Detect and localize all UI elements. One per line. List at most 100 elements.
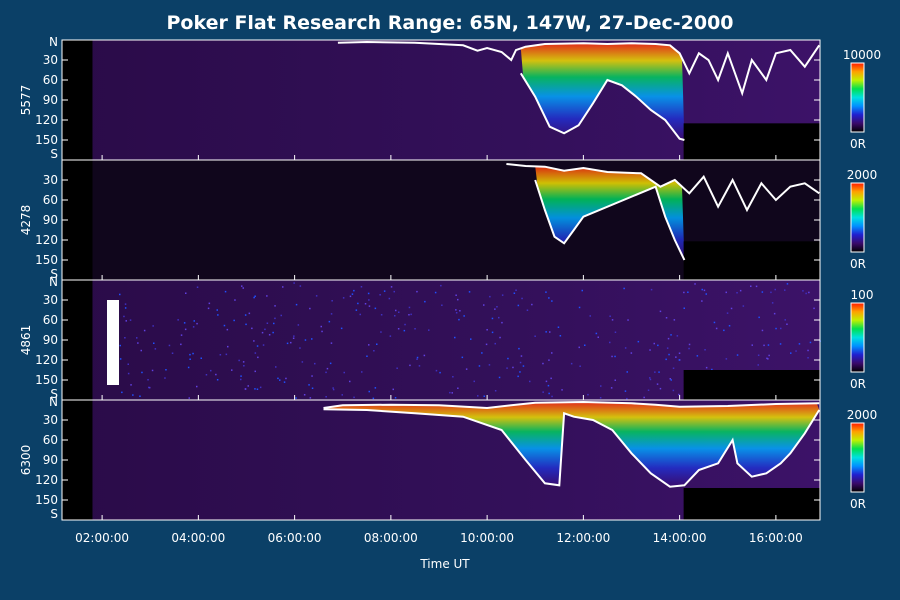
noise-pixel [424,301,426,303]
noise-pixel [128,364,130,366]
noise-pixel [498,317,500,319]
noise-pixel [670,334,672,336]
noise-pixel [295,397,297,399]
y-tick-label: 90 [43,333,58,347]
noise-pixel [333,389,335,391]
noise-pixel [155,348,157,350]
noise-pixel [180,344,182,346]
noise-pixel [726,358,728,360]
noise-pixel [298,324,300,326]
noise-pixel [615,332,617,334]
noise-pixel [623,288,625,290]
noise-pixel [545,291,547,293]
noise-pixel [273,323,275,325]
noise-pixel [361,371,363,373]
noise-pixel [365,303,367,305]
noise-pixel [651,289,653,291]
noise-pixel [679,359,681,361]
noise-pixel [393,389,395,391]
noise-pixel [456,312,458,314]
noise-pixel [389,298,391,300]
noise-pixel [612,319,614,321]
noise-pixel [808,292,810,294]
y-tick-label: N [49,35,58,49]
panel-4278: 306090120150S427820000R [19,160,877,281]
noise-pixel [534,336,536,338]
noise-pixel [132,394,134,396]
noise-pixel [311,338,313,340]
noise-pixel [648,390,650,392]
noise-pixel [501,322,503,324]
noise-pixel [189,359,191,361]
noise-pixel [234,299,236,301]
noise-pixel [743,305,745,307]
noise-pixel [428,329,430,331]
noise-pixel [233,320,235,322]
noise-pixel [302,361,304,363]
noise-pixel [254,296,256,298]
colorbar-max-label: 2000 [847,408,878,422]
y-tick-label: 120 [35,113,58,127]
noise-pixel [736,292,738,294]
noise-pixel [177,319,179,321]
noise-pixel [217,309,219,311]
noise-pixel [768,355,770,357]
noise-pixel [520,362,522,364]
noise-pixel [660,388,662,390]
noise-pixel [130,319,132,321]
colorbar-min-label: 0R [850,377,866,391]
noise-pixel [684,308,686,310]
noise-pixel [457,388,459,390]
noise-pixel [499,337,501,339]
noise-pixel [281,315,283,317]
noise-pixel [220,354,222,356]
noise-pixel [582,290,584,292]
noise-pixel [495,343,497,345]
noise-pixel [714,322,716,324]
noise-pixel [545,331,547,333]
noise-pixel [514,293,516,295]
noise-pixel [130,384,132,386]
noise-pixel [361,286,363,288]
y-tick-label: 90 [43,93,58,107]
noise-pixel [331,300,333,302]
colorbar [851,63,864,132]
noise-pixel [375,387,377,389]
noise-pixel [193,326,195,328]
noise-pixel [249,313,251,315]
noise-pixel [181,334,183,336]
noise-pixel [316,295,318,297]
noise-pixel [398,312,400,314]
noise-pixel [225,291,227,293]
y-tick-label: 90 [43,453,58,467]
noise-pixel [614,356,616,358]
noise-pixel [366,356,368,358]
noise-pixel [414,328,416,330]
noise-pixel [208,308,210,310]
noise-pixel [462,357,464,359]
noise-pixel [677,335,679,337]
noise-pixel [210,370,212,372]
noise-pixel [394,291,396,293]
noise-pixel [668,354,670,356]
noise-pixel [625,347,627,349]
noise-pixel [398,328,400,330]
noise-pixel [148,387,150,389]
noise-pixel [353,290,355,292]
noise-pixel [128,373,129,375]
noise-pixel [548,393,550,395]
noise-pixel [343,297,345,299]
noise-pixel [756,286,758,288]
noise-pixel [369,391,371,393]
noise-pixel [542,363,544,365]
noise-pixel [519,371,521,373]
noise-pixel [376,344,378,346]
noise-pixel [153,343,155,345]
noise-pixel [470,338,472,340]
noise-pixel [380,331,382,333]
noise-pixel [267,323,269,325]
noise-pixel [172,353,174,355]
noise-pixel [463,315,465,317]
noise-pixel [609,316,611,318]
y-tick-label: N [49,395,58,409]
